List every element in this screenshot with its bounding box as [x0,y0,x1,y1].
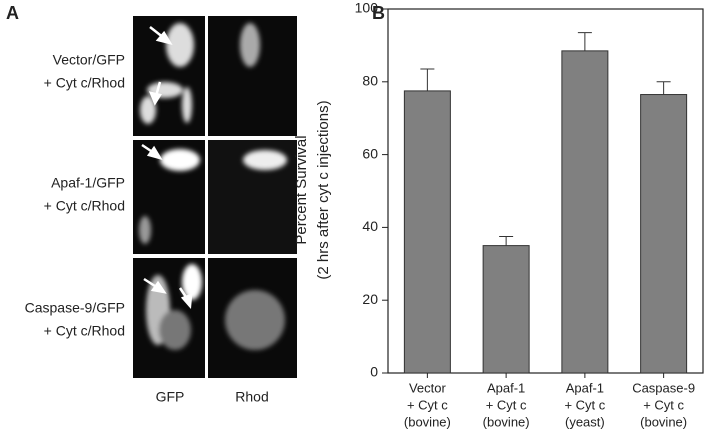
x-tick-label: Apaf-1 [487,380,525,395]
column-label: Rhod [235,389,268,405]
y-tick-label: 80 [362,73,378,89]
x-tick-label: + Cyt c [564,397,605,412]
row-label: Vector/GFP [53,52,125,68]
row-label: Apaf-1/GFP [51,175,125,191]
y-tick-label: 40 [362,218,378,234]
row-label: + Cyt c/Rhod [44,75,125,91]
error-bar [420,68,435,91]
x-tick-label: + Cyt c [643,397,684,412]
x-tick-label: + Cyt c [486,397,527,412]
x-tick-label: (bovine) [404,414,451,429]
y-tick-label: 100 [355,0,379,16]
panel-letter: A [6,3,19,23]
x-tick-label: + Cyt c [407,397,448,412]
plot-frame [387,8,704,374]
x-tick-label: (yeast) [565,414,605,429]
x-tick-label: Vector [409,380,447,395]
column-label: GFP [156,389,185,405]
row-label: Caspase-9/GFP [25,300,125,316]
x-tick-label: (bovine) [483,414,530,429]
bar [403,90,451,374]
y-axis-label: (2 hrs after cyt c injections) [315,100,332,279]
x-tick-label: (bovine) [640,414,687,429]
panel-letter: B [372,3,385,23]
micrographs [132,15,298,380]
y-tick-label: 60 [362,145,378,161]
error-bar [499,236,514,246]
error-bar [656,81,671,95]
row-label: + Cyt c/Rhod [44,198,125,214]
y-tick-label: 20 [362,291,378,307]
row-label: + Cyt c/Rhod [44,323,125,339]
bar [640,94,688,374]
x-tick-label: Apaf-1 [566,380,604,395]
y-axis-label: Percent Survival [293,135,310,244]
x-tick-label: Caspase-9 [632,380,695,395]
bar [482,245,530,374]
y-tick-label: 0 [370,364,378,380]
error-bar [577,32,592,51]
bar [561,50,609,374]
